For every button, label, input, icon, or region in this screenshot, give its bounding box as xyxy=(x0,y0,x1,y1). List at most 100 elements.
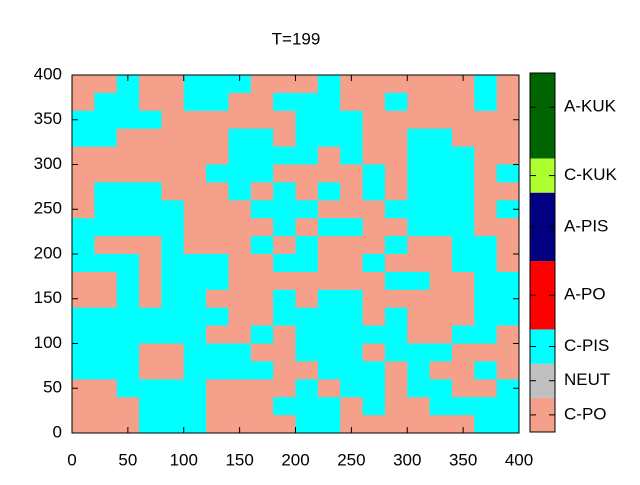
cell xyxy=(362,200,386,219)
cell xyxy=(273,361,296,380)
cell xyxy=(273,75,296,94)
cell xyxy=(273,110,296,130)
cell xyxy=(407,254,431,273)
cell xyxy=(273,92,296,112)
cell xyxy=(94,254,118,273)
cell xyxy=(139,218,162,237)
cell xyxy=(317,397,341,416)
cell xyxy=(183,415,207,434)
cell xyxy=(362,415,386,434)
cell xyxy=(384,200,408,219)
cell xyxy=(407,379,431,398)
cell xyxy=(474,415,498,434)
cell xyxy=(451,271,475,291)
cell xyxy=(317,271,341,291)
cell xyxy=(340,92,364,112)
cell xyxy=(384,415,408,434)
cell xyxy=(94,415,118,434)
cell xyxy=(139,146,162,165)
cell xyxy=(384,236,408,255)
cell xyxy=(429,325,453,344)
cell xyxy=(183,307,207,327)
cell xyxy=(429,110,453,130)
cell xyxy=(228,343,252,362)
cell xyxy=(474,128,498,148)
cell xyxy=(183,164,207,183)
cell xyxy=(250,75,274,94)
cell xyxy=(429,415,453,434)
cell xyxy=(250,415,274,434)
cell xyxy=(72,236,95,255)
cell xyxy=(139,415,162,434)
cell xyxy=(116,271,140,291)
cell xyxy=(183,182,207,201)
cell xyxy=(407,164,431,183)
cell xyxy=(228,92,252,112)
cell xyxy=(94,146,118,165)
cell xyxy=(161,75,185,94)
cell xyxy=(407,236,431,255)
cell xyxy=(362,397,386,416)
cell xyxy=(72,182,95,201)
cell xyxy=(139,325,162,344)
cell xyxy=(362,271,386,291)
cell xyxy=(384,361,408,380)
cell xyxy=(407,361,431,380)
cell xyxy=(340,415,364,434)
cell xyxy=(116,254,140,273)
cell xyxy=(94,164,118,183)
cell xyxy=(139,182,162,201)
cell xyxy=(161,110,185,130)
cell xyxy=(161,289,185,309)
cell xyxy=(407,289,431,309)
cell xyxy=(72,75,95,94)
cell xyxy=(407,128,431,148)
cell xyxy=(250,218,274,237)
cell xyxy=(429,75,453,94)
colorbar-border xyxy=(529,72,556,433)
cell xyxy=(183,289,207,309)
cell xyxy=(474,343,498,362)
cell xyxy=(474,182,498,201)
y-tick-label: 150 xyxy=(34,288,62,307)
cell xyxy=(228,200,252,219)
cell xyxy=(451,110,475,130)
cell xyxy=(72,164,95,183)
cell xyxy=(161,254,185,273)
cell xyxy=(451,343,475,362)
cell xyxy=(474,397,498,416)
cell xyxy=(206,146,229,165)
cb-tick-label: NEUT xyxy=(564,370,610,389)
x-tick-label: 350 xyxy=(449,450,477,469)
cell xyxy=(139,307,162,327)
cell xyxy=(295,415,319,434)
cell xyxy=(250,128,274,148)
cell xyxy=(317,128,341,148)
cell xyxy=(429,164,453,183)
cell xyxy=(116,236,140,255)
cell xyxy=(340,361,364,380)
cb-tick-label: C-KUK xyxy=(564,165,618,184)
cell xyxy=(496,128,520,148)
cell xyxy=(161,397,185,416)
cell xyxy=(451,218,475,237)
cell xyxy=(273,254,296,273)
cell xyxy=(183,75,207,94)
cell xyxy=(161,200,185,219)
cell xyxy=(116,164,140,183)
cell xyxy=(429,218,453,237)
cell xyxy=(474,307,498,327)
cell xyxy=(206,325,229,344)
cell xyxy=(384,325,408,344)
cell xyxy=(139,110,162,130)
cell xyxy=(295,379,319,398)
cell xyxy=(161,182,185,201)
cell xyxy=(384,271,408,291)
cell xyxy=(161,361,185,380)
cell xyxy=(72,218,95,237)
cell xyxy=(250,379,274,398)
cell xyxy=(340,146,364,165)
cell xyxy=(407,218,431,237)
cell xyxy=(295,343,319,362)
